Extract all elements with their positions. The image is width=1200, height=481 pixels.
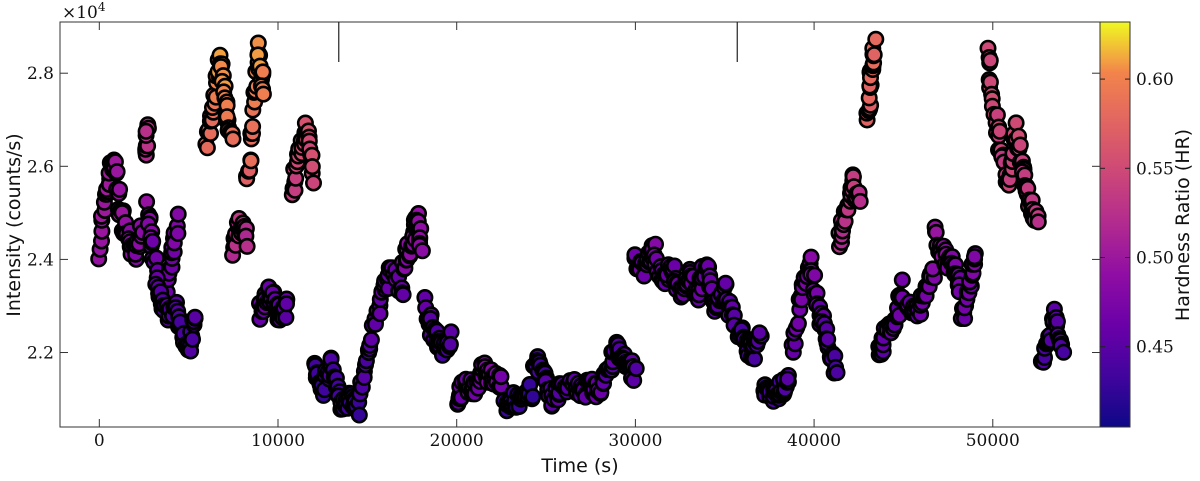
colorbar-tick-label: 0.55 bbox=[1136, 159, 1174, 179]
data-points bbox=[90, 30, 1073, 424]
data-point bbox=[277, 308, 295, 326]
data-point bbox=[254, 63, 272, 81]
data-point bbox=[851, 192, 869, 210]
data-point bbox=[108, 163, 126, 181]
x-axis-ticks: 0 10000 20000 30000 40000 50000 bbox=[94, 22, 1020, 451]
data-point bbox=[111, 180, 129, 198]
data-point bbox=[244, 118, 262, 136]
y-tick-label: 2.6 bbox=[27, 157, 54, 177]
y-tick-label: 2.8 bbox=[27, 64, 54, 84]
data-point bbox=[184, 330, 202, 348]
colorbar-tick-label: 0.60 bbox=[1136, 70, 1174, 90]
data-point bbox=[277, 295, 295, 313]
data-point bbox=[1055, 343, 1073, 361]
data-point bbox=[1029, 213, 1047, 231]
data-point bbox=[242, 152, 260, 170]
data-point bbox=[819, 330, 837, 348]
data-point bbox=[627, 359, 645, 377]
data-point bbox=[893, 271, 911, 289]
colorbar-ticks: 0.45 0.50 0.55 0.60 bbox=[1100, 70, 1174, 358]
x-axis-label: Time (s) bbox=[540, 455, 618, 477]
data-point bbox=[186, 308, 204, 326]
x-tick-label: 50000 bbox=[966, 431, 1020, 451]
data-point bbox=[169, 224, 187, 242]
data-point bbox=[991, 122, 1009, 140]
data-point bbox=[981, 51, 999, 69]
data-point bbox=[751, 324, 769, 342]
colorbar-tick-label: 0.50 bbox=[1136, 249, 1174, 269]
data-point bbox=[304, 174, 322, 192]
x-tick-label: 40000 bbox=[787, 431, 841, 451]
y-tick-label: 2.2 bbox=[27, 344, 54, 364]
x-tick-label: 20000 bbox=[430, 431, 484, 451]
data-point bbox=[779, 370, 797, 388]
data-point bbox=[492, 368, 510, 386]
data-point bbox=[238, 237, 256, 255]
data-point bbox=[303, 158, 321, 176]
data-point bbox=[867, 30, 885, 48]
data-point bbox=[865, 46, 883, 64]
x-tick-label: 10000 bbox=[251, 431, 305, 451]
y-tick-label: 2.4 bbox=[27, 250, 54, 270]
data-point bbox=[441, 335, 459, 353]
data-point bbox=[524, 388, 542, 406]
data-point bbox=[144, 232, 162, 250]
y-axis-ticks: 2.2 2.4 2.6 2.8 bbox=[27, 64, 1100, 364]
data-point bbox=[394, 286, 412, 304]
orbit-markers bbox=[338, 22, 738, 62]
data-point bbox=[137, 122, 155, 140]
y-axis-label: Intensity (counts/s) bbox=[3, 133, 25, 316]
data-point bbox=[169, 205, 187, 223]
y-axis-multiplier: ×104 bbox=[62, 0, 106, 23]
data-point bbox=[1011, 136, 1029, 154]
data-point bbox=[362, 331, 380, 349]
x-tick-label: 30000 bbox=[608, 431, 662, 451]
data-point bbox=[224, 130, 242, 148]
colorbar bbox=[1099, 21, 1131, 428]
data-point bbox=[789, 314, 807, 332]
colorbar-tick-label: 0.45 bbox=[1136, 338, 1174, 358]
data-point bbox=[828, 364, 846, 382]
x-tick-label: 0 bbox=[94, 431, 105, 451]
data-point bbox=[965, 248, 983, 266]
data-point bbox=[717, 274, 735, 292]
data-point bbox=[350, 406, 368, 424]
data-point bbox=[1007, 114, 1025, 132]
data-point bbox=[371, 305, 389, 323]
data-point bbox=[198, 139, 216, 157]
colorbar-label: Hardness Ratio (HR) bbox=[1172, 129, 1194, 321]
data-point bbox=[806, 266, 824, 284]
data-point bbox=[254, 85, 272, 103]
data-point bbox=[413, 242, 431, 260]
